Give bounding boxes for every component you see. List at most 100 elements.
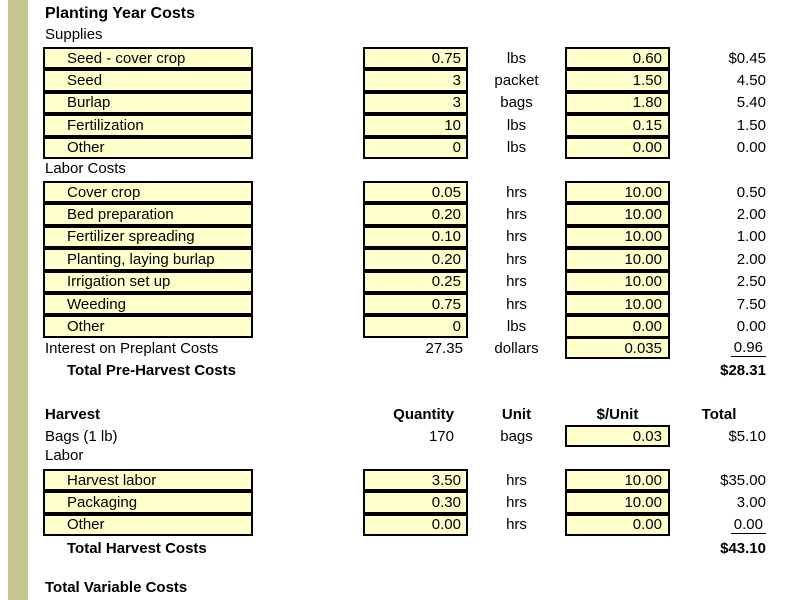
price-input-cell[interactable]: 10.00 bbox=[565, 292, 670, 316]
table-row: Bed preparation 0.20 hrs 10.00 2.00 bbox=[43, 203, 768, 226]
row-total: 4.50 bbox=[736, 72, 766, 90]
item-label-cell[interactable]: Irrigation set up bbox=[43, 270, 253, 293]
quantity-input-cell[interactable]: 3 bbox=[363, 69, 468, 92]
price-input-cell[interactable]: 10.00 bbox=[565, 203, 670, 226]
unit-label: hrs bbox=[506, 250, 527, 268]
quantity-input-cell[interactable]: 0.75 bbox=[363, 47, 468, 70]
price-input-cell[interactable]: 1.80 bbox=[565, 91, 670, 115]
quantity-input-cell[interactable]: 0.00 bbox=[363, 513, 468, 537]
row-total: 2.00 bbox=[736, 250, 766, 268]
column-header-quantity: Quantity bbox=[393, 405, 454, 423]
labor-costs-heading: Labor Costs bbox=[45, 160, 126, 177]
gap bbox=[253, 337, 363, 359]
price-input-cell[interactable]: 0.00 bbox=[565, 315, 670, 338]
quantity-input-cell[interactable]: 0.20 bbox=[363, 203, 468, 226]
item-label-cell[interactable]: Other bbox=[43, 136, 253, 159]
interest-row: Interest on Preplant Costs 27.35 dollars… bbox=[43, 337, 768, 360]
gap bbox=[253, 69, 363, 91]
item-label-cell[interactable]: Other bbox=[43, 315, 253, 338]
price-input-cell[interactable]: 10.00 bbox=[565, 248, 670, 271]
item-label-cell[interactable]: Weeding bbox=[43, 292, 253, 316]
item-label-cell[interactable]: Fertilization bbox=[43, 114, 253, 137]
price-input-cell[interactable]: 10.00 bbox=[565, 225, 670, 249]
harvest-total-value: $43.10 bbox=[720, 539, 766, 557]
row-total: $5.10 bbox=[728, 427, 766, 445]
table-row: Cover crop 0.05 hrs 10.00 0.50 bbox=[43, 181, 768, 204]
unit-label: lbs bbox=[506, 49, 527, 67]
harvest-total-row: Total Harvest Costs $43.10 bbox=[43, 537, 768, 559]
unit-label: dollars bbox=[494, 339, 539, 357]
harvest-labor-heading: Labor bbox=[45, 447, 84, 464]
unit-label: bags bbox=[500, 427, 533, 445]
item-label-cell[interactable]: Seed - cover crop bbox=[43, 47, 253, 70]
quantity-input-cell[interactable]: 0 bbox=[363, 136, 468, 159]
row-total: $35.00 bbox=[720, 471, 766, 489]
price-input-cell[interactable]: 0.15 bbox=[565, 114, 670, 137]
quantity-input-cell[interactable]: 0.75 bbox=[363, 292, 468, 316]
quantity-input-cell[interactable]: 0.25 bbox=[363, 270, 468, 293]
row-total: 1.00 bbox=[736, 228, 766, 246]
quantity-input-cell[interactable]: 10 bbox=[363, 114, 468, 137]
gap bbox=[253, 181, 363, 203]
unit-label: hrs bbox=[506, 494, 527, 512]
quantity-input-cell[interactable]: 0.05 bbox=[363, 181, 468, 204]
supplies-group: Seed - cover crop 0.75 lbs 0.60 $0.45 Se… bbox=[43, 47, 768, 159]
price-input-cell[interactable]: 10.00 bbox=[565, 491, 670, 514]
row-total: 2.50 bbox=[736, 273, 766, 291]
interest-quantity: 27.35 bbox=[425, 339, 463, 357]
item-label-cell[interactable]: Harvest labor bbox=[43, 469, 253, 492]
interest-rate-input-cell[interactable]: 0.035 bbox=[565, 337, 670, 360]
item-label-cell[interactable]: Burlap bbox=[43, 91, 253, 115]
gap bbox=[253, 137, 363, 159]
price-input-cell[interactable]: 0.00 bbox=[565, 513, 670, 537]
spacer bbox=[373, 537, 670, 559]
margin-bar bbox=[8, 0, 28, 600]
gap bbox=[253, 514, 363, 536]
table-row: Other 0.00 hrs 0.00 0.00 bbox=[43, 513, 768, 537]
table-row: Other 0 lbs 0.00 0.00 bbox=[43, 315, 768, 338]
table-row: Harvest labor 3.50 hrs 10.00 $35.00 bbox=[43, 469, 768, 492]
page-title: Planting Year Costs bbox=[45, 5, 195, 22]
item-label-cell[interactable]: Seed bbox=[43, 69, 253, 92]
price-input-cell[interactable]: 10.00 bbox=[565, 469, 670, 492]
quantity-input-cell[interactable]: 0.20 bbox=[363, 248, 468, 271]
item-label-cell[interactable]: Cover crop bbox=[43, 181, 253, 204]
unit-label: hrs bbox=[506, 228, 527, 246]
quantity-input-cell[interactable]: 3.50 bbox=[363, 469, 468, 492]
gap bbox=[253, 226, 363, 248]
total-variable-costs-label: Total Variable Costs bbox=[45, 579, 188, 596]
gap bbox=[253, 425, 363, 447]
price-input-cell[interactable]: 0.60 bbox=[565, 47, 670, 70]
unit-label: hrs bbox=[506, 206, 527, 224]
preharvest-total-value: $28.31 bbox=[720, 361, 766, 379]
row-total: 0.00 bbox=[670, 514, 768, 536]
quantity-input-cell[interactable]: 0 bbox=[363, 315, 468, 338]
item-label-cell[interactable]: Packaging bbox=[43, 491, 253, 514]
table-row: Fertilization 10 lbs 0.15 1.50 bbox=[43, 114, 768, 137]
quantity-input-cell[interactable]: 3 bbox=[363, 91, 468, 115]
price-input-cell[interactable]: 10.00 bbox=[565, 270, 670, 293]
gap bbox=[253, 491, 363, 513]
row-total: 0.00 bbox=[736, 139, 766, 157]
row-total: 7.50 bbox=[736, 295, 766, 313]
table-row: Fertilizer spreading 0.10 hrs 10.00 1.00 bbox=[43, 225, 768, 249]
preharvest-total-row: Total Pre-Harvest Costs $28.31 bbox=[43, 359, 768, 381]
item-label-cell[interactable]: Fertilizer spreading bbox=[43, 225, 253, 249]
bags-row: Bags (1 lb) 170 bags 0.03 $5.10 bbox=[43, 425, 768, 448]
price-input-cell[interactable]: 10.00 bbox=[565, 181, 670, 204]
row-total: 5.40 bbox=[736, 94, 766, 112]
price-input-cell[interactable]: 0.00 bbox=[565, 136, 670, 159]
unit-label: hrs bbox=[506, 471, 527, 489]
unit-label: hrs bbox=[506, 516, 527, 534]
item-label-cell[interactable]: Planting, laying burlap bbox=[43, 248, 253, 271]
quantity-input-cell[interactable]: 0.30 bbox=[363, 491, 468, 514]
price-input-cell[interactable]: 0.03 bbox=[565, 425, 670, 448]
item-label-cell[interactable]: Other bbox=[43, 513, 253, 537]
price-input-cell[interactable]: 1.50 bbox=[565, 69, 670, 92]
harvest-heading: Harvest bbox=[45, 405, 101, 423]
item-label-cell[interactable]: Bed preparation bbox=[43, 203, 253, 226]
quantity-input-cell[interactable]: 0.10 bbox=[363, 225, 468, 249]
table-row: Seed - cover crop 0.75 lbs 0.60 $0.45 bbox=[43, 47, 768, 70]
supplies-heading: Supplies bbox=[45, 26, 103, 43]
